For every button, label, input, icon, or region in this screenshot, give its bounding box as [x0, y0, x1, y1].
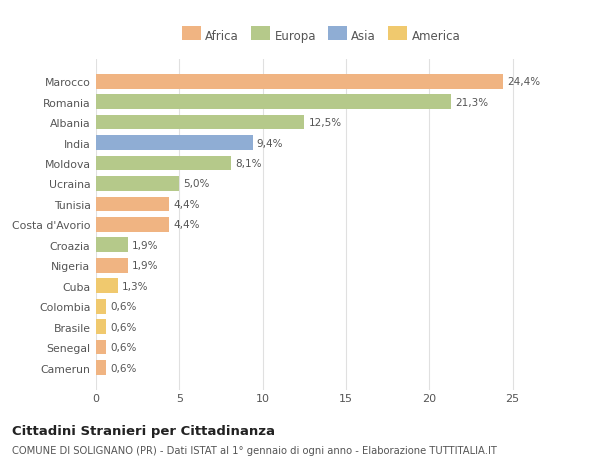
Text: 0,6%: 0,6%	[110, 322, 137, 332]
Text: COMUNE DI SOLIGNANO (PR) - Dati ISTAT al 1° gennaio di ogni anno - Elaborazione : COMUNE DI SOLIGNANO (PR) - Dati ISTAT al…	[12, 445, 497, 455]
Bar	[96, 218, 169, 232]
Legend: Africa, Europa, Asia, America: Africa, Europa, Asia, America	[178, 26, 464, 46]
Bar	[96, 177, 179, 191]
Bar	[96, 95, 451, 110]
Bar	[96, 279, 118, 293]
Bar	[96, 75, 503, 90]
Bar	[96, 360, 106, 375]
Bar	[96, 258, 128, 273]
Bar	[96, 238, 128, 252]
Text: 1,3%: 1,3%	[122, 281, 148, 291]
Bar	[96, 340, 106, 355]
Text: 0,6%: 0,6%	[110, 302, 137, 312]
Text: 5,0%: 5,0%	[184, 179, 210, 189]
Bar	[96, 136, 253, 151]
Bar	[96, 157, 231, 171]
Text: 1,9%: 1,9%	[132, 261, 158, 271]
Bar	[96, 319, 106, 334]
Text: 24,4%: 24,4%	[507, 77, 540, 87]
Text: 1,9%: 1,9%	[132, 241, 158, 250]
Text: Cittadini Stranieri per Cittadinanza: Cittadini Stranieri per Cittadinanza	[12, 425, 275, 437]
Text: 21,3%: 21,3%	[455, 97, 488, 107]
Text: 4,4%: 4,4%	[173, 220, 200, 230]
Text: 0,6%: 0,6%	[110, 342, 137, 353]
Text: 9,4%: 9,4%	[257, 138, 283, 148]
Text: 0,6%: 0,6%	[110, 363, 137, 373]
Text: 8,1%: 8,1%	[235, 159, 262, 168]
Text: 12,5%: 12,5%	[308, 118, 341, 128]
Text: 4,4%: 4,4%	[173, 200, 200, 209]
Bar	[96, 299, 106, 314]
Bar	[96, 116, 304, 130]
Bar	[96, 197, 169, 212]
